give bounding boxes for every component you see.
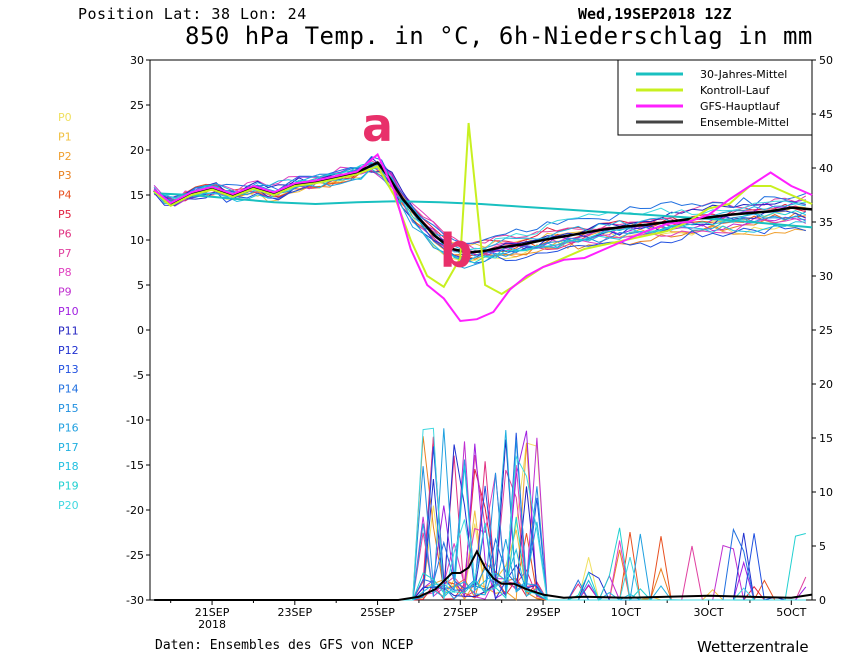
member-precip-line-p13	[154, 432, 806, 601]
brand-label: Wetterzentrale	[697, 638, 809, 656]
y-left-tick-label: 10	[130, 234, 144, 247]
member-precip-line-p17	[154, 430, 806, 601]
member-temp-line-p12	[153, 168, 807, 261]
member-label-p6: P6	[58, 227, 72, 240]
annotation-a: a	[362, 98, 393, 152]
y-right-tick-label: 30	[819, 270, 833, 283]
x-tick-label: 5OCT	[776, 606, 806, 619]
member-precip-line-p9	[154, 437, 806, 601]
annotation-b: b	[440, 224, 473, 278]
x-tick-label: 21SEP	[195, 606, 230, 619]
member-label-p7: P7	[58, 247, 72, 260]
y-left-tick-label: 15	[130, 189, 144, 202]
y-left-tick-label: -30	[126, 594, 144, 607]
y-right-tick-label: 10	[819, 486, 833, 499]
member-label-p0: P0	[58, 111, 72, 124]
y-left-tick-label: 25	[130, 99, 144, 112]
temp-series	[153, 122, 813, 323]
member-precip-line-p15	[154, 439, 806, 601]
y-right-tick-label: 50	[819, 54, 833, 67]
run-time-label: Wed,19SEP2018 12Z	[578, 5, 732, 23]
y-left-tick-label: 30	[130, 54, 144, 67]
member-precip-line-p10	[154, 430, 807, 601]
y-left-tick-label: 5	[137, 279, 144, 292]
y-left-tick-label: -10	[126, 414, 144, 427]
x-tick-label: 29SEP	[526, 606, 561, 619]
member-precip-line-p3	[154, 436, 806, 601]
member-precip-line-p4	[154, 437, 806, 601]
y-right-tick-label: 20	[819, 378, 833, 391]
y-right-tick-label: 0	[819, 594, 826, 607]
data-source: Daten: Ensembles des GFS von NCEP	[155, 638, 414, 653]
member-temp-line-p19	[153, 162, 806, 264]
y-right-tick-label: 40	[819, 162, 833, 175]
member-label-p8: P8	[58, 266, 72, 279]
chart-title: 850 hPa Temp. in °C, 6h-Niederschlag in …	[185, 22, 813, 50]
member-label-p19: P19	[58, 480, 79, 493]
member-label-p14: P14	[58, 383, 79, 396]
precip-series	[154, 427, 813, 602]
member-temp-line-p18	[153, 167, 806, 264]
member-temp-line-p13	[153, 163, 806, 264]
member-precip-line-p11	[154, 439, 806, 601]
temp-line-kontroll-lauf	[153, 122, 813, 296]
temp-line-gfs-hauptlauf	[153, 152, 813, 323]
legend-label: GFS-Hauptlauf	[700, 100, 781, 113]
member-label-p2: P2	[58, 150, 72, 163]
member-label-p20: P20	[58, 499, 79, 512]
y-left-tick-label: -20	[126, 504, 144, 517]
precip-mean-line	[154, 549, 813, 601]
member-label-p10: P10	[58, 305, 79, 318]
member-label-p15: P15	[58, 402, 79, 415]
y-right-tick-label: 15	[819, 432, 833, 445]
y-left-tick-label: -15	[126, 459, 144, 472]
y-right-tick-label: 45	[819, 108, 833, 121]
member-label-p13: P13	[58, 363, 79, 376]
member-labels: P0 P1 P2 P3 P4 P5 P6 P7 P8 P9 P10 P11 P12 P13 P14 P15 P1…	[58, 111, 79, 512]
x-tick-label: 3OCT	[694, 606, 724, 619]
member-precip-line-p14	[154, 527, 806, 601]
member-label-p3: P3	[58, 169, 72, 182]
x-tick-year: 2018	[198, 618, 226, 631]
y-left-tick-label: 0	[137, 324, 144, 337]
member-precip-line-p20	[154, 427, 806, 601]
annotations: ab	[362, 98, 473, 278]
member-label-p1: P1	[58, 130, 72, 143]
y-left-tick-label: 20	[130, 144, 144, 157]
legend-label: Ensemble-Mittel	[700, 116, 789, 129]
x-tick-label: 23SEP	[278, 606, 313, 619]
member-label-p17: P17	[58, 441, 79, 454]
y-right-tick-label: 35	[819, 216, 833, 229]
legend-label: Kontroll-Lauf	[700, 84, 771, 97]
y-left-tick-label: -5	[133, 369, 144, 382]
x-tick-label: 27SEP	[443, 606, 478, 619]
legend: 30-Jahres-Mittel Kontroll-Lauf GFS-Hauptla…	[617, 59, 813, 136]
x-tick-label: 1OCT	[611, 606, 641, 619]
member-label-p16: P16	[58, 421, 79, 434]
member-label-p5: P5	[58, 208, 72, 221]
axes: 302520151050-5-10-15-20-25-3050454035302…	[126, 54, 833, 631]
member-label-p18: P18	[58, 460, 79, 473]
x-tick-label: 25SEP	[360, 606, 395, 619]
position-label: Position Lat: 38 Lon: 24	[78, 5, 307, 23]
member-label-p9: P9	[58, 286, 72, 299]
y-right-tick-label: 5	[819, 540, 826, 553]
member-precip-line-p6	[154, 436, 806, 601]
y-right-tick-label: 25	[819, 324, 833, 337]
member-label-p11: P11	[58, 324, 79, 337]
legend-label: 30-Jahres-Mittel	[700, 68, 787, 81]
member-label-p12: P12	[58, 344, 79, 357]
member-label-p4: P4	[58, 189, 72, 202]
y-left-tick-label: -25	[126, 549, 144, 562]
member-precip-line-p16	[154, 428, 806, 601]
